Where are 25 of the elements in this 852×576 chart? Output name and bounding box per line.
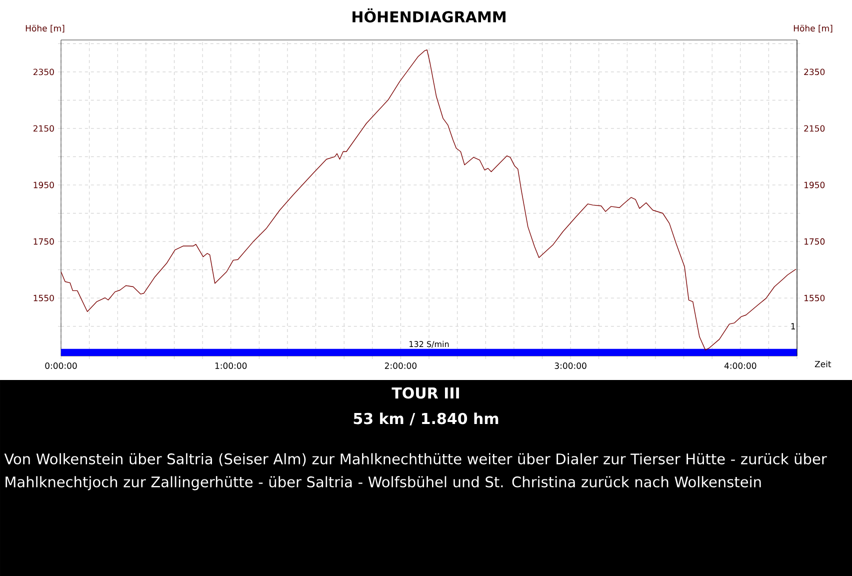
x-tick-label: 3:00:00 [554, 362, 586, 369]
y2-axis-title: Höhe [m] [794, 24, 832, 32]
text: 53 km / 1.840 hm [354, 412, 498, 426]
y2-tick-label: 2150 [804, 125, 825, 132]
text: Von Wolkenstein über Saltria (Seiser Alm) zur Mahlknechthütte weiter über Dialer zur Tierser Hütte - zurück über Mahlknechtjoch zur Zallingerhütte - über Saltria - Wolfsbühel und St. Christina zurück nach Wolkenstein [4, 453, 827, 490]
y-tick-label: 1750 [34, 238, 54, 245]
line-series [61, 50, 796, 350]
y2-tick-label: 2350 [804, 68, 825, 76]
x-tick-label: 1:00:00 [215, 362, 247, 369]
x-tick-label: 0:00:00 [45, 362, 77, 369]
chart-title: HÖHENDIAGRAMM [352, 8, 506, 22]
y-axis-title: Höhe [m] [26, 24, 64, 32]
y2-tick-label: 1550 [804, 294, 825, 302]
y2-tick-label: 1950 [804, 182, 825, 188]
x-tick-label: 2:00:00 [384, 362, 417, 369]
x-tick-label: 4:00:00 [724, 362, 756, 369]
y2-tick-label: 1750 [804, 238, 825, 245]
band-label: 132 S/min [410, 340, 449, 348]
y-tick-label: 2350 [33, 68, 54, 76]
annotation: 1 [791, 323, 796, 330]
y-tick-label: 1550 [34, 294, 54, 302]
x-axis-title: Zeit [814, 360, 832, 368]
y-tick-label: 1950 [34, 182, 54, 188]
text: TOUR III [392, 387, 459, 399]
y-tick-label: 2150 [33, 125, 54, 132]
